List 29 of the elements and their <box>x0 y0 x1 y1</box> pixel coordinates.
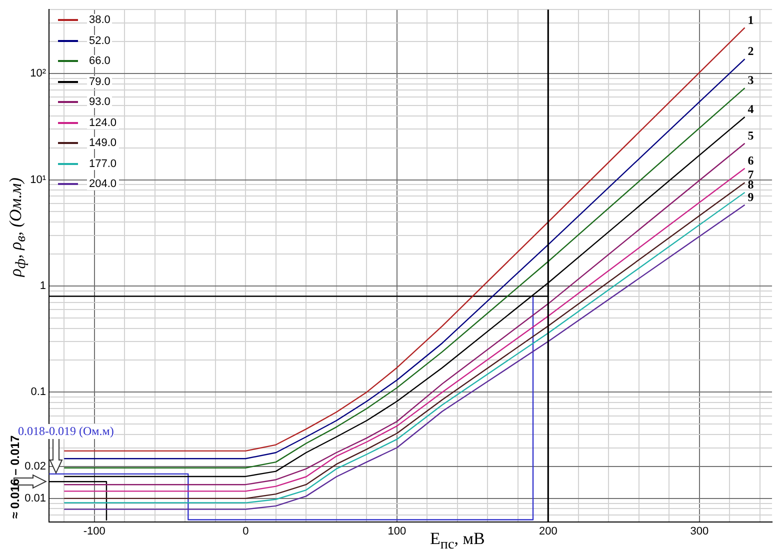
x-tick-label: 0 <box>242 526 249 538</box>
x-tick-label: 100 <box>388 526 406 538</box>
legend-label: 79.0 <box>87 76 112 88</box>
x-tick-label: 200 <box>538 526 558 538</box>
annotation: 4 <box>748 102 754 116</box>
legend-label: 93.0 <box>87 96 112 108</box>
legend-label: 204.0 <box>87 178 119 190</box>
annotation: 3 <box>748 73 754 88</box>
legend-label: 124.0 <box>87 116 119 129</box>
annotation: 9 <box>748 190 754 204</box>
x-tick-label: 300 <box>690 526 709 538</box>
y-tick-label: 0.1 <box>30 386 46 398</box>
legend-label: 66.0 <box>87 55 112 68</box>
x-axis-title: E$_{пс}$, мВ <box>430 529 485 551</box>
y-tick-label: 1 <box>40 280 46 292</box>
legend-label: 149.0 <box>87 137 119 150</box>
legend-label: 38.0 <box>87 14 112 26</box>
annotation: 1 <box>748 12 754 27</box>
y-tick-label: 0.01 <box>24 492 46 504</box>
annotation: 6 <box>748 153 754 168</box>
x-tick-label: -100 <box>83 526 106 538</box>
y-tick-label: 0.02 <box>24 460 46 472</box>
annotation: 2 <box>748 44 754 58</box>
legend-label: 52.0 <box>87 34 112 47</box>
y-tick-label: 10² <box>30 68 46 80</box>
legend-label: 177.0 <box>87 158 119 170</box>
annotation: 0.018-0.019 (Ом.м) <box>18 424 114 439</box>
y-tick-label: 10¹ <box>30 174 46 186</box>
annotation: 5 <box>748 128 754 142</box>
